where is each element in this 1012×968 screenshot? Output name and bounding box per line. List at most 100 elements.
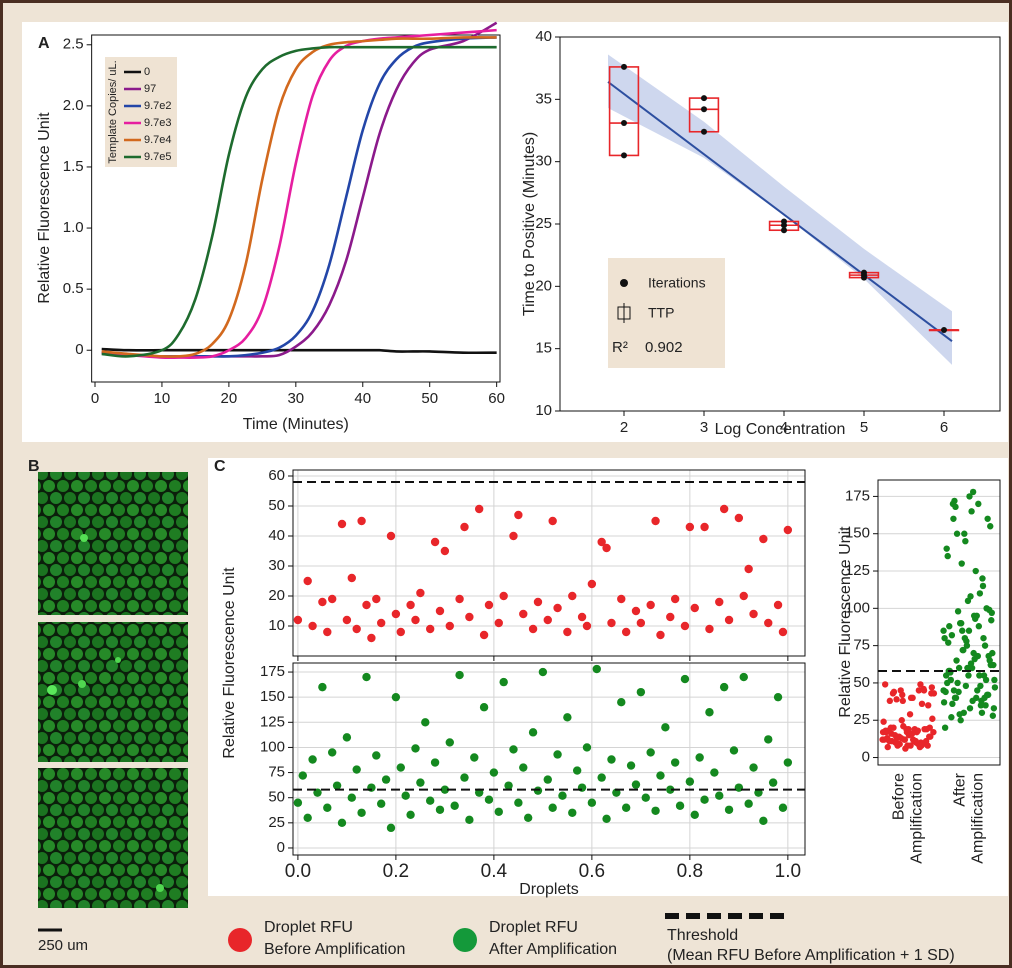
point [739,591,748,601]
point [582,743,592,752]
point [948,631,956,639]
point [455,594,464,604]
point [509,745,518,754]
x-tick-label: 5 [860,419,868,436]
point [685,522,695,532]
point [553,750,562,759]
point [965,627,973,634]
point [435,805,445,814]
point [977,702,985,709]
point [558,791,567,800]
point [621,803,631,812]
point [597,773,606,782]
point [989,712,997,719]
point [991,676,998,684]
y-tick-label: 50 [268,497,285,514]
point [484,600,494,610]
y-tick-label: 1.0 [63,219,84,236]
point [980,672,988,679]
legend-label: After Amplification [489,941,617,958]
x-tick-label: 1.0 [775,861,801,882]
point [948,714,955,721]
point [961,634,969,642]
x-tick-label: 0.8 [677,861,703,882]
y-axis-label: Relative Fluorescence Unit [36,112,53,304]
y-axis-label: Relative Fluorescence Unit [221,567,238,759]
point [952,503,959,511]
point [719,504,729,514]
point [460,773,469,782]
point [641,793,650,802]
point [666,612,675,622]
point [416,778,425,787]
y-tick-label: 0 [277,839,285,856]
point [719,682,729,692]
point [514,510,523,520]
legend-swatch [620,279,628,287]
point [891,731,899,739]
point [548,803,557,812]
point [396,627,405,637]
point [690,810,699,819]
point [347,793,356,802]
point [651,806,660,815]
point [572,766,582,775]
x-tick-label: 30 [287,390,304,407]
y-tick-label: 2.0 [63,97,84,114]
point [631,606,641,616]
y-tick-label: 2.5 [63,36,84,53]
point [929,715,936,722]
point [962,537,969,545]
point [778,627,788,637]
point [942,672,950,679]
point [543,615,552,625]
point [940,627,947,634]
point [764,618,773,628]
point [988,617,995,624]
point [973,612,980,619]
point [984,515,991,522]
point [972,567,979,575]
y-tick-label: 100 [845,599,870,616]
point [903,725,910,733]
point [499,591,508,601]
x-tick-label: 0.6 [579,861,605,882]
y-tick-label: 10 [268,617,285,634]
micrographs [38,472,188,908]
point [386,823,396,833]
r2-label: R² [612,339,628,356]
point [945,639,952,646]
y-tick-label: 125 [260,713,285,730]
point [661,723,670,732]
point [921,725,928,733]
curve [101,45,497,358]
point [918,700,926,708]
point [861,274,867,281]
x-tick-label: 2 [620,419,628,436]
point [646,600,655,610]
point [886,697,894,705]
x-axis-label: Droplets [519,881,579,898]
y-tick-label: 40 [268,527,285,544]
plot-frame [292,662,806,856]
point [953,657,960,664]
point [318,682,327,692]
x-tick-label: 4 [780,419,788,436]
y-axis-label: Relative Fluorescence Unit [837,526,854,718]
point [479,703,489,712]
y-tick-label: 0 [75,341,83,358]
point [484,795,494,804]
point [983,605,990,612]
y-tick-label: 25 [535,215,552,232]
point [347,573,356,583]
point [715,791,724,800]
point [607,755,616,764]
point [973,694,980,702]
point [342,733,352,742]
point [381,775,391,784]
point [971,655,978,663]
point [411,744,420,753]
point [734,513,744,523]
point [533,786,543,795]
point [416,588,425,598]
